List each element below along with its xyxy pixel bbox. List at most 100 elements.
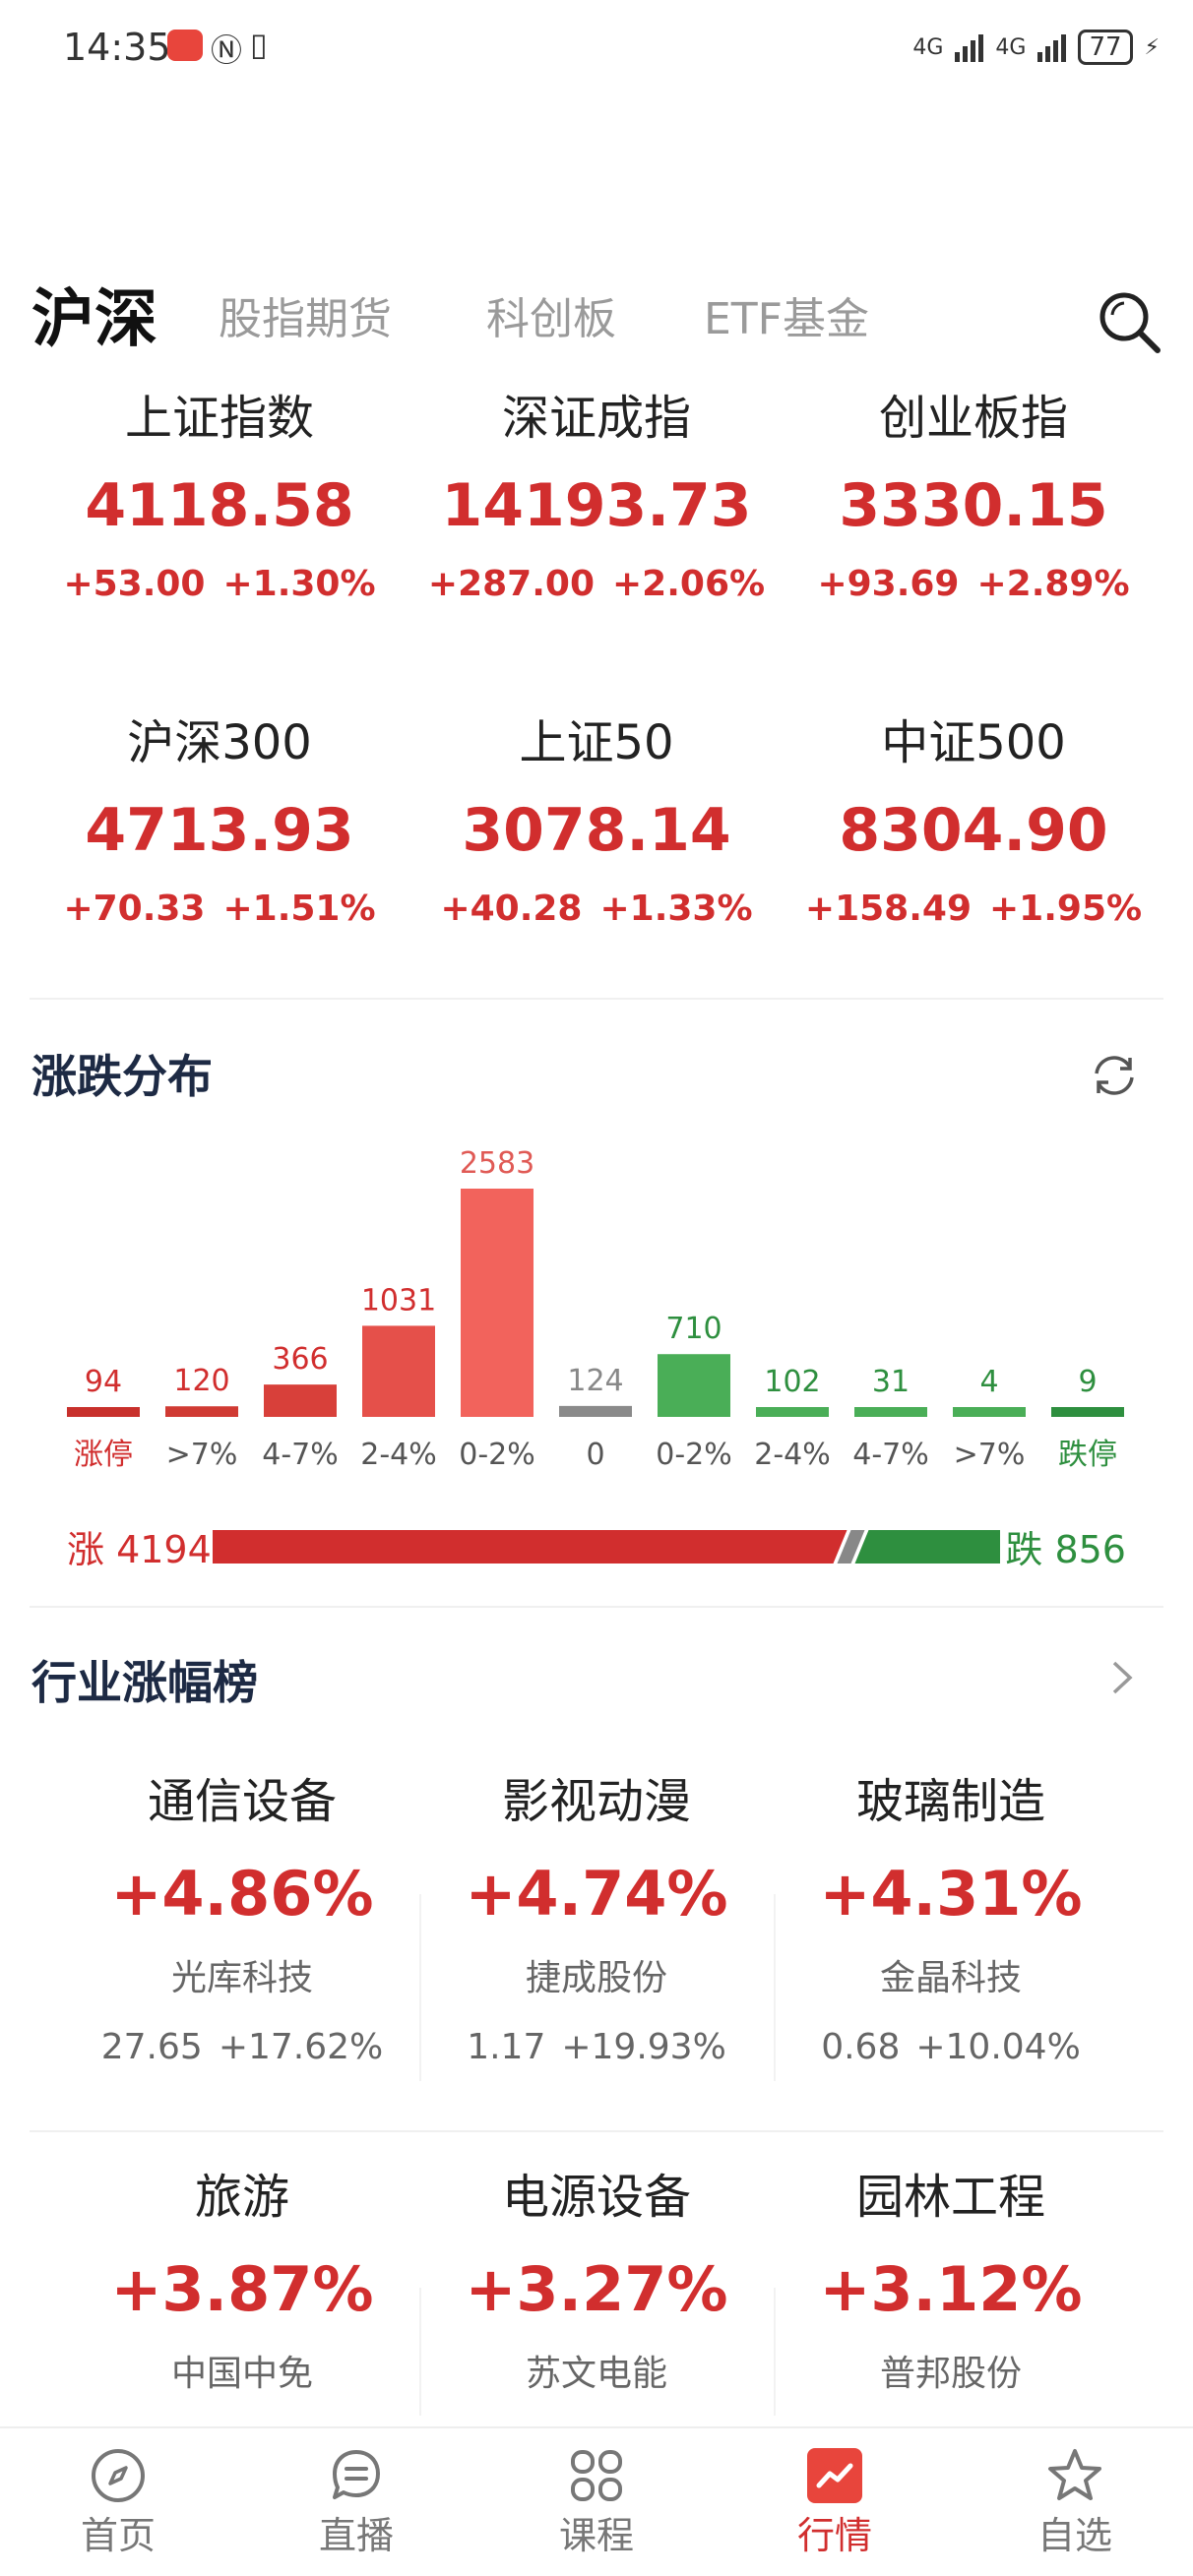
distribution-bars: 94涨停120>7%3664-7%10312-4%25830-2%1240710… [67,1146,1124,1472]
bar-value-label: 4 [979,1365,998,1399]
divider [30,2130,1163,2132]
leading-stock-pct: +19.93% [561,2027,726,2067]
leading-stock-price: 0.68 [821,2027,901,2067]
tab-index-futures[interactable]: 股指期货 [219,294,392,344]
index-card[interactable]: 上证50 3078.14 +40.28 +1.33% [405,708,788,939]
index-card[interactable]: 中证500 8304.90 +158.49 +1.95% [782,708,1165,939]
index-card[interactable]: 创业板指 3330.15 +93.69 +2.89% [782,384,1165,614]
industry-name: 通信设备 [147,1774,337,1829]
index-name: 沪深300 [127,715,312,770]
status-time: 14:35 [63,26,171,69]
nav-label: 直播 [318,2514,394,2557]
leading-stock-name: 普邦股份 [879,2354,1022,2394]
bar-value-label: 94 [85,1365,122,1399]
signal-icon [955,32,984,62]
leading-stock-pct: +17.62% [218,2027,384,2067]
index-card[interactable]: 沪深300 4713.93 +70.33 +1.51% [28,708,411,939]
industry-name: 电源设备 [501,2170,691,2225]
industry-pct: +4.31% [819,1858,1083,1930]
bar-value-label: 120 [173,1364,229,1398]
compass-icon [92,2449,145,2502]
bar-value-label: 124 [567,1364,623,1398]
battery-level: 77 [1078,30,1133,65]
star-icon [1048,2449,1101,2500]
column-divider [419,1894,421,2081]
distribution-bar [362,1325,435,1417]
nav-watchlist[interactable]: 自选 [986,2428,1163,2576]
bar-category-label: 0 [586,1438,604,1472]
bar-category-label: >7% [954,1438,1026,1472]
nav-home[interactable]: 首页 [30,2428,207,2576]
bar-value-label: 1031 [361,1283,436,1318]
up-down-ratio: 涨 4194 跌 856 [0,1520,1193,1579]
leading-stock-name: 中国中免 [170,2354,313,2394]
ratio-bar [213,1530,1000,1564]
distribution-bar [854,1407,927,1417]
network-label-2: 4G [995,34,1027,60]
distribution-bar [264,1384,337,1417]
industry-pct: +3.27% [465,2253,728,2325]
index-value: 3078.14 [462,796,731,865]
industry-name: 旅游 [194,2170,289,2225]
app-notification-icon [167,30,203,61]
nfc-icon: Ⓝ [211,31,243,69]
distribution-bar [953,1407,1026,1417]
column-divider [774,1894,776,2081]
nav-market[interactable]: 行情 [746,2428,923,2576]
chevron-right-icon[interactable] [1102,1653,1142,1702]
index-change: +158.49 [804,889,973,929]
distribution-bar [1051,1407,1124,1417]
bar-value-label: 2583 [460,1146,534,1181]
industry-name: 影视动漫 [501,1774,691,1829]
nav-label: 行情 [796,2514,872,2557]
index-card[interactable]: 上证指数 4118.58 +53.00 +1.30% [28,384,411,614]
market-tabs: 沪深 股指期货 科创板 ETF基金 [0,266,1193,374]
industry-pct: +4.86% [110,1858,374,1930]
network-label-1: 4G [912,34,944,60]
industry-card[interactable]: 玻璃制造 +4.31% 金晶科技 0.68 +10.04% [774,1766,1128,2077]
industry-card[interactable]: 园林工程 +3.12% 普邦股份 [774,2162,1128,2404]
tab-hushen[interactable]: 沪深 [31,283,157,356]
distribution-bar [165,1406,238,1417]
bar-value-label: 9 [1078,1365,1097,1399]
index-change: +287.00 [427,564,596,604]
industry-card[interactable]: 影视动漫 +4.74% 捷成股份 1.17 +19.93% [419,1766,774,2077]
industry-card[interactable]: 通信设备 +4.86% 光库科技 27.65 +17.62% [65,1766,419,2077]
bar-value-label: 366 [272,1342,328,1377]
industry-card[interactable]: 电源设备 +3.27% 苏文电能 [419,2162,774,2404]
tab-etf-fund[interactable]: ETF基金 [704,294,869,344]
index-name: 上证50 [519,715,674,770]
index-value: 3330.15 [839,471,1108,540]
index-change: +53.00 [63,564,206,604]
distribution-title: 涨跌分布 [31,1050,213,1103]
index-value: 14193.73 [441,471,752,540]
index-change: +40.28 [440,889,583,929]
industry-card[interactable]: 旅游 +3.87% 中国中免 [65,2162,419,2404]
status-right: 4G 4G 77 ⚡ [912,30,1160,65]
distribution-bar [67,1407,140,1417]
index-change-pct: +1.95% [989,889,1143,929]
leading-stock-name: 光库科技 [170,1958,313,1998]
distribution-chart: 94 涨停 120 >7% 366 4-7% 1031 2-4% 2583 0-2% 124 0 710… [0,1122,1193,1496]
index-name: 创业板指 [878,391,1068,446]
industry-title: 行业涨幅榜 [31,1656,258,1709]
index-name: 深证成指 [501,391,691,446]
bar-category-label: 2-4% [360,1438,437,1472]
industry-pct: +3.87% [110,2253,374,2325]
column-divider [774,2288,776,2416]
down-total: 跌 856 [1005,1528,1126,1571]
bar-category-label: 4-7% [852,1438,929,1472]
divider [30,1606,1163,1608]
market-chart-icon [807,2448,862,2503]
refresh-icon[interactable] [1087,1048,1142,1103]
nav-courses[interactable]: 课程 [508,2428,685,2576]
nav-live[interactable]: 直播 [268,2428,445,2576]
bar-category-label: 4-7% [262,1438,339,1472]
index-card[interactable]: 深证成指 14193.73 +287.00 +2.06% [405,384,788,614]
index-change: +93.69 [817,564,960,604]
industry-name: 园林工程 [855,2170,1045,2225]
search-icon[interactable] [1095,287,1163,356]
tab-star-market[interactable]: 科创板 [486,294,616,344]
nav-label: 首页 [80,2514,156,2557]
up-ratio-segment [213,1530,848,1564]
